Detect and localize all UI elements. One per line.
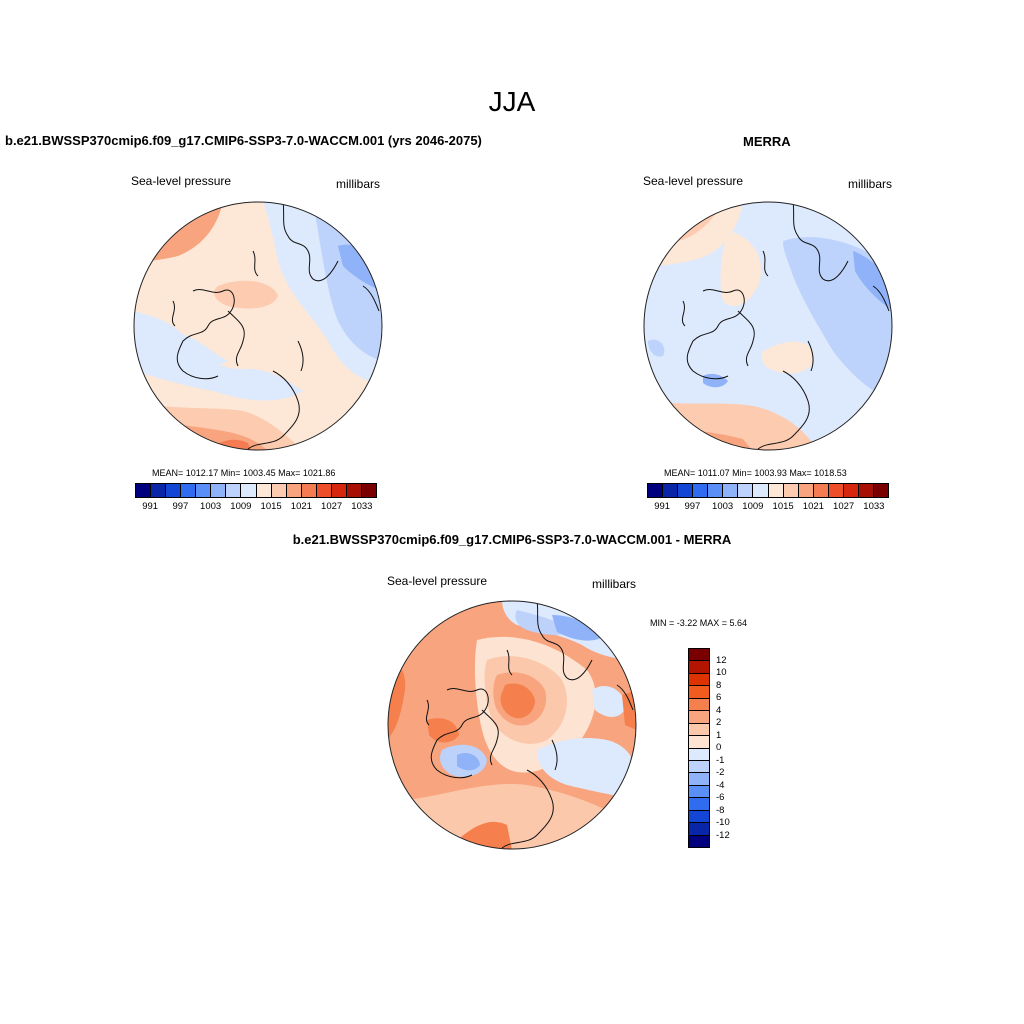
model-polar-map bbox=[133, 201, 383, 451]
model-colorbar-swatch bbox=[151, 484, 167, 497]
diff-variable-label: Sea-level pressure bbox=[387, 574, 488, 588]
diff-colorbar-swatch bbox=[689, 723, 709, 737]
diff-colorbar-tick-label: -4 bbox=[716, 779, 725, 791]
model-colorbar-swatch bbox=[346, 484, 362, 497]
diff-colorbar-swatch bbox=[689, 773, 709, 786]
diff-colorbar-tick-label: -2 bbox=[716, 767, 725, 778]
model-stats: MEAN= 1012.17 Min= 1003.45 Max= 1021.86 bbox=[152, 468, 336, 478]
diff-colorbar-tick-label: 12 bbox=[716, 654, 727, 666]
diff-colorbar bbox=[688, 648, 710, 848]
model-panel-title: b.e21.BWSSP370cmip6.f09_g17.CMIP6-SSP3-7… bbox=[5, 133, 482, 148]
model-colorbar-swatch bbox=[181, 484, 197, 497]
model-colorbar-swatch bbox=[286, 484, 302, 497]
diff-colorbar-swatch bbox=[689, 785, 709, 799]
diff-colorbar-swatch bbox=[689, 698, 709, 712]
obs-colorbar-tick-label: 1027 bbox=[833, 501, 855, 512]
model-colorbar-swatch bbox=[271, 484, 287, 497]
obs-colorbar bbox=[647, 483, 889, 498]
diff-colorbar-swatch bbox=[689, 760, 709, 774]
obs-colorbar-swatch bbox=[678, 484, 694, 497]
diff-colorbar-swatch bbox=[689, 823, 709, 836]
diff-colorbar-tick-label: -8 bbox=[716, 804, 725, 816]
diff-colorbar-tick-label: 0 bbox=[716, 742, 722, 753]
obs-colorbar-swatch bbox=[723, 484, 739, 497]
obs-colorbar-swatch bbox=[738, 484, 754, 497]
diff-colorbar-swatch bbox=[689, 711, 709, 724]
model-colorbar-tick-label: 1015 bbox=[260, 501, 282, 512]
obs-colorbar-swatch bbox=[798, 484, 814, 497]
diff-colorbar-swatch bbox=[689, 798, 709, 811]
diff-colorbar-tick-label: -1 bbox=[716, 754, 725, 766]
obs-polar-map bbox=[643, 201, 893, 451]
model-colorbar-swatch bbox=[166, 484, 182, 497]
model-colorbar-swatch bbox=[211, 484, 227, 497]
diff-colorbar-tick-label: 8 bbox=[716, 679, 722, 691]
obs-colorbar-tick-label: 1003 bbox=[712, 501, 734, 512]
model-colorbar-tick-label: 1027 bbox=[321, 501, 343, 512]
diff-colorbar-tick-label: 4 bbox=[716, 704, 722, 716]
obs-colorbar-swatch bbox=[843, 484, 859, 497]
diff-colorbar-tick-label: 6 bbox=[716, 692, 722, 703]
obs-colorbar-swatch bbox=[708, 484, 724, 497]
model-variable-label: Sea-level pressure bbox=[131, 174, 232, 188]
diff-colorbar-tick-label: 10 bbox=[716, 667, 727, 678]
obs-colorbar-swatch bbox=[828, 484, 844, 497]
diff-colorbar-tick-label: 1 bbox=[716, 729, 722, 741]
model-colorbar bbox=[135, 483, 377, 498]
obs-colorbar-swatch bbox=[873, 484, 888, 497]
diff-stats: MIN = -3.22 MAX = 5.64 bbox=[650, 618, 748, 628]
model-colorbar-swatch bbox=[241, 484, 257, 497]
model-colorbar-swatch bbox=[331, 484, 347, 497]
obs-colorbar-tick-label: 1021 bbox=[802, 501, 824, 512]
diff-colorbar-tick-label: -12 bbox=[716, 829, 730, 841]
obs-panel-title: MERRA bbox=[743, 134, 791, 149]
model-colorbar-tick-label: 1021 bbox=[290, 501, 312, 512]
diff-colorbar-swatch bbox=[689, 736, 709, 749]
diff-colorbar-tick-label: -10 bbox=[716, 817, 730, 828]
model-colorbar-swatch bbox=[226, 484, 242, 497]
obs-colorbar-swatch bbox=[858, 484, 874, 497]
model-colorbar-swatch bbox=[196, 484, 212, 497]
diff-colorbar-swatch bbox=[689, 810, 709, 824]
obs-variable-label: Sea-level pressure bbox=[643, 174, 744, 188]
diff-colorbar-swatch bbox=[689, 748, 709, 761]
obs-colorbar-tick-label: 991 bbox=[654, 501, 671, 512]
model-colorbar-tick-label: 1009 bbox=[230, 501, 252, 512]
obs-colorbar-swatch bbox=[813, 484, 829, 497]
model-colorbar-swatch bbox=[256, 484, 272, 497]
obs-colorbar-swatch bbox=[768, 484, 784, 497]
diff-colorbar-tick-label: 2 bbox=[716, 717, 722, 728]
obs-colorbar-tick-label: 1033 bbox=[863, 501, 885, 512]
obs-colorbar-tick-label: 997 bbox=[684, 501, 701, 512]
obs-colorbar-swatch bbox=[648, 484, 664, 497]
model-colorbar-tick-label: 1003 bbox=[200, 501, 222, 512]
diff-units-label: millibars bbox=[592, 577, 637, 591]
season-title: JJA bbox=[488, 86, 536, 117]
model-units-label: millibars bbox=[336, 177, 381, 191]
model-colorbar-swatch bbox=[361, 484, 376, 497]
model-colorbar-swatch bbox=[136, 484, 152, 497]
diff-colorbar-swatch bbox=[689, 649, 709, 662]
obs-colorbar-tick-label: 1015 bbox=[772, 501, 794, 512]
model-colorbar-tick-label: 991 bbox=[142, 501, 159, 512]
diff-colorbar-tick-label: -6 bbox=[716, 792, 725, 803]
diff-colorbar-swatch bbox=[689, 686, 709, 699]
obs-units-label: millibars bbox=[848, 177, 893, 191]
model-colorbar-tick-label: 1033 bbox=[351, 501, 373, 512]
obs-stats: MEAN= 1011.07 Min= 1003.93 Max= 1018.53 bbox=[664, 468, 847, 478]
diff-polar-map bbox=[387, 600, 637, 850]
obs-colorbar-swatch bbox=[753, 484, 769, 497]
model-colorbar-swatch bbox=[301, 484, 317, 497]
diff-panel-title: b.e21.BWSSP370cmip6.f09_g17.CMIP6-SSP3-7… bbox=[292, 532, 732, 547]
diff-colorbar-swatch bbox=[689, 673, 709, 687]
model-colorbar-tick-label: 997 bbox=[172, 501, 189, 512]
obs-colorbar-tick-label: 1009 bbox=[742, 501, 764, 512]
obs-colorbar-swatch bbox=[663, 484, 679, 497]
model-colorbar-swatch bbox=[316, 484, 332, 497]
diff-colorbar-swatch bbox=[689, 661, 709, 674]
obs-colorbar-swatch bbox=[783, 484, 799, 497]
diff-colorbar-swatch bbox=[689, 835, 709, 847]
obs-colorbar-swatch bbox=[693, 484, 709, 497]
